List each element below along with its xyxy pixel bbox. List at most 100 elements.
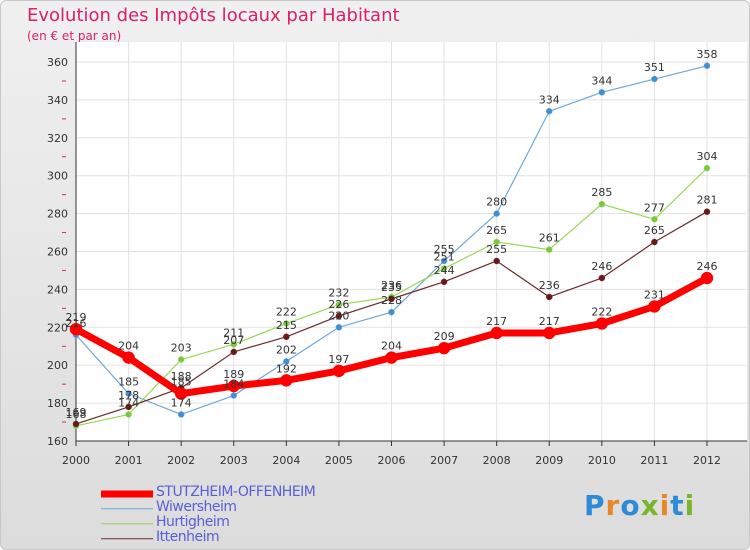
data-label: 204: [118, 340, 139, 353]
legend-swatch: [101, 522, 153, 525]
data-label: 358: [697, 48, 718, 61]
data-label: 189: [223, 368, 244, 381]
data-label: 216: [66, 317, 87, 330]
y-tick-label: 240: [47, 283, 68, 296]
data-point: [651, 216, 658, 223]
data-label: 215: [276, 319, 297, 332]
data-point: [125, 403, 132, 411]
data-point: [648, 300, 661, 313]
x-tick-label: 2010: [588, 454, 616, 467]
x-tick-label: 2006: [378, 454, 406, 467]
data-label: 304: [697, 150, 718, 163]
proxiti-logo: Proxiti: [584, 489, 695, 522]
y-tick-label: 160: [47, 435, 68, 448]
data-label: 217: [539, 315, 560, 328]
x-tick-label: 2001: [115, 454, 143, 467]
data-point: [332, 364, 346, 378]
data-point: [283, 333, 290, 341]
data-point: [69, 322, 83, 336]
legend-label: STUTZHEIM-OFFENHEIM: [156, 484, 316, 500]
y-tick-label: 320: [47, 132, 68, 145]
x-tick-label: 2003: [220, 454, 248, 467]
data-label: 207: [223, 334, 244, 347]
data-point: [283, 320, 290, 327]
data-point: [230, 392, 237, 399]
data-point: [125, 411, 132, 418]
data-label: 255: [486, 243, 507, 256]
data-label: 236: [539, 279, 560, 292]
legend-label: Ittenheim: [156, 529, 220, 545]
data-point: [598, 274, 606, 282]
data-point: [595, 317, 609, 330]
data-label: 236: [381, 279, 402, 292]
legend-label: Hurtigheim: [156, 514, 230, 530]
y-tick-label: 300: [47, 170, 68, 183]
data-point: [335, 324, 343, 331]
logo-letter: r: [605, 489, 621, 522]
data-label: 232: [328, 287, 349, 300]
y-tick-label: 260: [47, 246, 68, 259]
data-label: 174: [118, 396, 139, 409]
data-point: [437, 341, 451, 355]
data-label: 197: [328, 353, 349, 366]
data-point: [493, 257, 500, 265]
data-label: 222: [591, 306, 612, 319]
data-point: [598, 200, 606, 208]
plot-area: [76, 42, 747, 441]
logo-letter: o: [620, 489, 641, 522]
data-point: [122, 351, 135, 364]
data-point: [493, 210, 500, 217]
logo-letter: t: [670, 489, 685, 522]
logo-letter: i: [684, 489, 696, 522]
x-tick-label: 2002: [167, 454, 195, 467]
data-point: [335, 301, 343, 308]
data-point: [227, 379, 240, 393]
data-point: [230, 348, 237, 356]
data-label: 211: [223, 326, 244, 339]
y-tick-label: 180: [47, 397, 68, 410]
data-point: [125, 390, 132, 397]
data-label: 226: [328, 298, 349, 311]
data-point: [546, 108, 553, 115]
data-point: [651, 238, 658, 246]
data-point: [703, 62, 711, 70]
y-tick-label: 200: [47, 359, 68, 372]
logo-letter: P: [584, 489, 606, 522]
data-label: 168: [66, 408, 87, 421]
data-label: 277: [644, 201, 665, 214]
data-point: [388, 308, 395, 316]
legend-swatch: [101, 537, 153, 540]
data-label: 231: [644, 288, 665, 301]
data-point: [440, 265, 448, 272]
data-point: [174, 387, 188, 400]
data-point: [335, 312, 343, 320]
data-label: 228: [381, 294, 402, 307]
data-label: 209: [434, 330, 455, 343]
data-point: [283, 358, 290, 365]
data-label: 280: [486, 196, 507, 209]
data-label: 265: [486, 224, 507, 237]
data-label: 219: [66, 311, 87, 324]
data-label: 261: [539, 232, 560, 245]
data-point: [72, 420, 80, 428]
data-point: [546, 246, 553, 253]
y-tick-label: 340: [47, 94, 68, 107]
data-label: 188: [171, 370, 192, 383]
data-label: 285: [591, 186, 612, 199]
data-label: 169: [66, 406, 87, 419]
x-tick-label: 2009: [535, 454, 563, 467]
chart-subtitle: (en € et par an): [27, 29, 122, 43]
data-label: 222: [276, 306, 297, 319]
data-point: [490, 326, 503, 340]
data-label: 185: [171, 376, 192, 389]
data-label: 344: [591, 74, 612, 87]
y-tick-label: 360: [47, 56, 68, 69]
x-tick-label: 2011: [640, 454, 668, 467]
data-label: 192: [276, 362, 297, 375]
x-tick-label: 2007: [430, 454, 458, 467]
data-point: [440, 257, 448, 265]
legend-swatch: [101, 507, 153, 510]
data-point: [493, 238, 500, 246]
y-tick-label: 220: [47, 321, 68, 334]
data-point: [703, 164, 711, 172]
